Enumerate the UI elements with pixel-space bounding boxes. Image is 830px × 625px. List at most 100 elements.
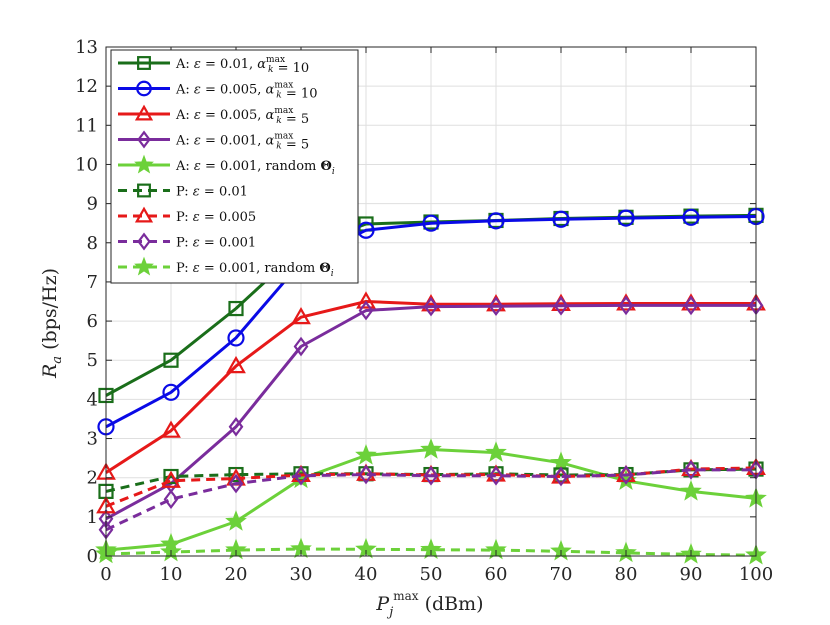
y-tick-label: 3 bbox=[87, 429, 98, 450]
x-tick-label: 60 bbox=[485, 564, 508, 585]
legend-item: P: ε = 0.005 bbox=[118, 206, 256, 225]
legend-item: A: ε = 0.01, αmax k = 10 bbox=[118, 55, 309, 76]
data-point-diamond bbox=[358, 464, 374, 485]
legend-label: A: ε = 0.005, αmax k = 5 bbox=[175, 106, 309, 127]
data-point-circle bbox=[422, 214, 440, 232]
data-point-diamond bbox=[228, 416, 244, 437]
data-point-square bbox=[228, 466, 244, 483]
data-point-triangle bbox=[356, 291, 376, 309]
x-axis-label: Pjmax (dBm) bbox=[375, 589, 483, 620]
y-tick-label: 10 bbox=[75, 154, 98, 175]
y-tick-label: 9 bbox=[87, 194, 98, 215]
legend-label: P: ε = 0.01 bbox=[176, 185, 248, 200]
data-point-triangle bbox=[134, 104, 154, 121]
x-tick-label: 50 bbox=[420, 564, 443, 585]
data-point-diamond bbox=[358, 300, 374, 321]
x-tick-label: 100 bbox=[739, 564, 773, 585]
data-point-circle bbox=[682, 208, 700, 226]
legend-label: P: ε = 0.001, random Θi bbox=[176, 261, 334, 279]
x-tick-label: 30 bbox=[290, 564, 313, 585]
y-axis-label: Ra (bps/Hz) bbox=[39, 268, 65, 379]
series-line bbox=[105, 468, 756, 532]
data-point-diamond bbox=[423, 465, 439, 486]
legend-item: P: ε = 0.01 bbox=[118, 183, 248, 200]
y-tick-label: 13 bbox=[75, 37, 98, 58]
y-tick-label: 2 bbox=[87, 468, 98, 489]
data-point-circle bbox=[552, 210, 570, 228]
legend: A: ε = 0.01, αmax k = 10 A: ε = 0.005, αma… bbox=[110, 49, 359, 284]
legend-item: P: ε = 0.001 bbox=[118, 232, 256, 251]
legend-label: A: ε = 0.001, αmax k = 5 bbox=[175, 132, 309, 153]
data-point-diamond bbox=[618, 295, 634, 316]
data-point-star bbox=[134, 154, 154, 174]
y-tick-label: 6 bbox=[87, 311, 98, 332]
x-tick-label: 10 bbox=[160, 564, 183, 585]
data-point-star bbox=[355, 443, 377, 465]
data-point-square bbox=[163, 352, 179, 368]
data-point-diamond bbox=[228, 473, 244, 494]
data-point-diamond bbox=[683, 295, 699, 316]
y-tick-label: 0 bbox=[87, 546, 98, 567]
legend-label: A: ε = 0.001, random Θi bbox=[175, 159, 335, 177]
series-9 bbox=[95, 537, 767, 565]
legend-label: A: ε = 0.01, αmax k = 10 bbox=[175, 55, 309, 76]
legend-item: A: ε = 0.005, αmax k = 5 bbox=[118, 104, 309, 127]
data-point-circle bbox=[162, 383, 180, 401]
x-tick-label: 90 bbox=[680, 564, 703, 585]
x-tick-label: 80 bbox=[615, 564, 638, 585]
legend-label: P: ε = 0.005 bbox=[176, 210, 256, 225]
data-point-triangle bbox=[161, 470, 181, 488]
data-point-triangle bbox=[226, 355, 246, 374]
data-point-square bbox=[137, 183, 151, 198]
legend-item: A: ε = 0.001, αmax k = 5 bbox=[118, 130, 309, 153]
legend-item: A: ε = 0.005, αmax k = 10 bbox=[118, 81, 317, 102]
y-tick-label: 4 bbox=[87, 389, 98, 410]
y-tick-label: 1 bbox=[87, 507, 98, 528]
data-point-star bbox=[420, 438, 442, 459]
data-point-diamond bbox=[137, 232, 151, 251]
series-line bbox=[105, 215, 757, 429]
y-tick-label: 7 bbox=[87, 272, 98, 293]
x-tick-label: 0 bbox=[100, 564, 111, 585]
y-tick-label: 12 bbox=[75, 76, 98, 97]
data-point-diamond bbox=[163, 489, 179, 510]
series-line bbox=[105, 303, 756, 521]
x-tick-label: 70 bbox=[550, 564, 573, 585]
data-point-diamond bbox=[423, 296, 439, 317]
data-point-circle bbox=[227, 329, 245, 347]
series-line bbox=[105, 300, 756, 474]
data-point-diamond bbox=[293, 336, 309, 357]
data-point-diamond bbox=[488, 296, 504, 317]
y-tick-label: 5 bbox=[87, 350, 98, 371]
data-point-star bbox=[134, 256, 154, 276]
data-point-diamond bbox=[553, 466, 569, 487]
y-tick-label: 11 bbox=[75, 115, 98, 136]
data-point-triangle bbox=[291, 306, 311, 325]
data-point-star bbox=[680, 479, 702, 501]
legend-label: A: ε = 0.005, αmax k = 10 bbox=[175, 81, 317, 102]
y-tick-label: 8 bbox=[87, 233, 98, 254]
data-point-square bbox=[228, 300, 244, 317]
data-point-star bbox=[485, 441, 507, 462]
data-point-diamond bbox=[618, 465, 634, 485]
data-point-circle bbox=[487, 212, 505, 230]
data-point-diamond bbox=[137, 130, 151, 149]
data-point-circle bbox=[617, 209, 635, 227]
data-point-diamond bbox=[553, 295, 569, 316]
series-line bbox=[105, 547, 757, 557]
x-tick-label: 40 bbox=[355, 564, 378, 585]
data-point-square bbox=[137, 56, 151, 70]
data-point-triangle bbox=[134, 206, 154, 223]
series-layer bbox=[95, 207, 767, 565]
data-point-circle bbox=[136, 80, 152, 97]
legend-item: P: ε = 0.001, random Θi bbox=[118, 256, 334, 279]
series-line bbox=[105, 466, 757, 508]
data-point-diamond bbox=[293, 465, 309, 486]
data-point-diamond bbox=[488, 465, 504, 486]
data-point-triangle bbox=[161, 420, 181, 438]
data-point-star bbox=[225, 510, 247, 531]
x-tick-label: 20 bbox=[225, 564, 248, 585]
data-point-square bbox=[163, 468, 179, 485]
